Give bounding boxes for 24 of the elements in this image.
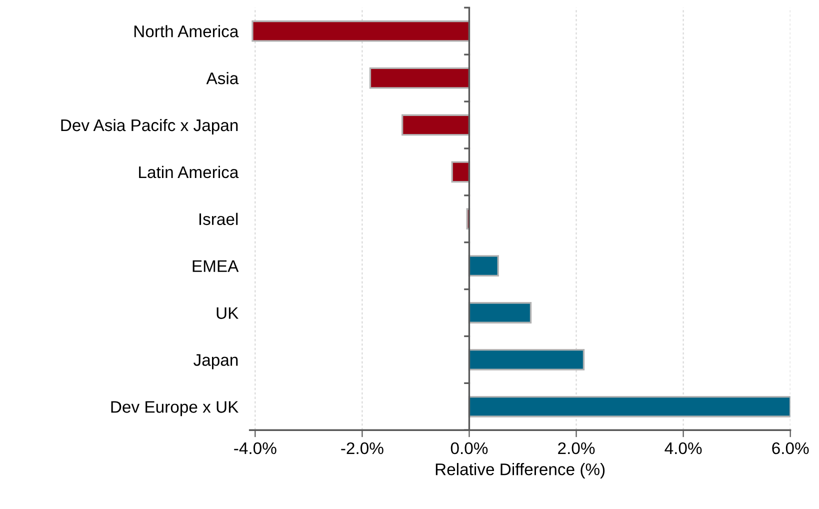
x-axis-title: Relative Difference (%)	[436, 463, 605, 479]
x-tick-label: 6.0%	[772, 442, 809, 454]
y-tick-label: UK	[216, 307, 238, 319]
y-tick-label: Dev Asia Pacifc x Japan	[61, 118, 238, 134]
x-tick-label: -2.0%	[341, 442, 384, 454]
bar	[252, 20, 470, 42]
y-tick-label: Israel	[199, 212, 238, 226]
bar	[468, 396, 790, 418]
bar	[401, 114, 470, 136]
y-tick-label: Latin America	[139, 166, 239, 178]
bar	[451, 161, 470, 183]
bar	[369, 67, 470, 89]
bar	[468, 255, 499, 277]
bar	[468, 349, 585, 370]
y-tick-label: EMEA	[192, 260, 239, 272]
x-tick-label: -4.0%	[234, 442, 276, 454]
y-tick-label: Japan	[194, 354, 238, 370]
x-tick-label: 0.0%	[450, 442, 488, 454]
x-tick-label: 4.0%	[664, 442, 702, 454]
y-tick-label: North America	[134, 25, 239, 38]
bar	[468, 302, 532, 324]
x-tick-label: 2.0%	[558, 442, 595, 454]
y-tick-label: Dev Europe x UK	[111, 401, 238, 416]
y-tick-label: Asia	[206, 72, 239, 84]
